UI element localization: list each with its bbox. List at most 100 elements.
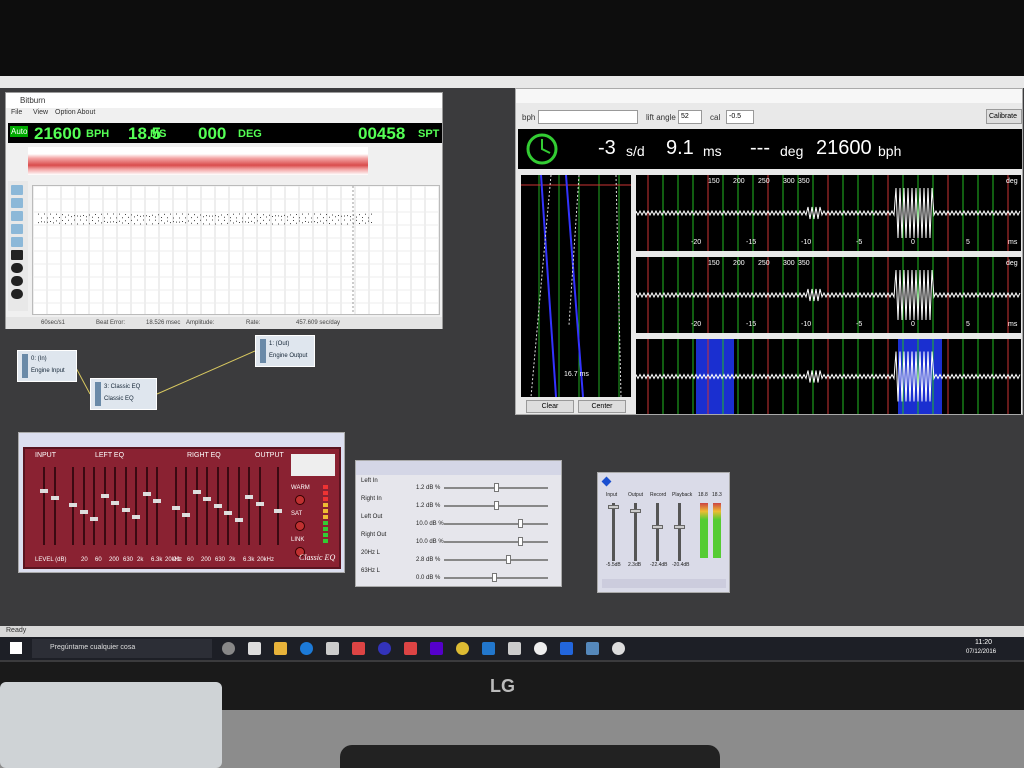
fader-knob[interactable] <box>142 492 151 496</box>
slider-thumb[interactable] <box>518 519 523 528</box>
node-icon <box>95 382 101 406</box>
readout-bar: -3 s/d 9.1 ms --- deg 21600 bph <box>518 129 1022 169</box>
freq-label: 2k <box>229 557 236 563</box>
freq-label: 20kHz <box>257 557 275 563</box>
taskbar-icon[interactable] <box>508 642 521 655</box>
fader-knob[interactable] <box>111 501 119 505</box>
start-button[interactable] <box>10 642 22 654</box>
tool-button[interactable] <box>11 263 23 273</box>
taskbar-icon[interactable] <box>248 642 261 655</box>
menu-item[interactable]: View <box>33 109 49 116</box>
menu-item[interactable]: File <box>11 109 23 116</box>
menu-item[interactable]: Option <box>55 109 76 116</box>
fader-knob[interactable] <box>100 494 109 498</box>
fader-knob[interactable] <box>192 490 201 494</box>
tool-button[interactable] <box>11 237 23 247</box>
taskbar-icon[interactable] <box>456 642 469 655</box>
tool-button[interactable] <box>11 276 23 286</box>
fader-knob[interactable] <box>50 496 59 500</box>
taskbar-icon[interactable] <box>560 642 573 655</box>
taskbar-icon[interactable] <box>378 642 391 655</box>
button[interactable]: Center <box>578 400 626 413</box>
freq-label: 60 <box>95 557 102 563</box>
tool-button[interactable] <box>11 211 23 221</box>
taskbar-icon[interactable] <box>482 642 495 655</box>
menu-item[interactable]: About <box>77 109 96 116</box>
taskbar-icon[interactable] <box>222 642 235 655</box>
trace <box>636 257 1021 333</box>
fader-knob[interactable] <box>90 517 98 521</box>
fader-knob[interactable] <box>69 503 77 507</box>
taskbar-icon[interactable] <box>534 642 547 655</box>
search-box[interactable]: Pregúntame cualquier cosa <box>32 639 212 658</box>
fader-knob[interactable] <box>132 515 140 519</box>
fader-knob[interactable] <box>213 504 222 508</box>
status-text: 457.609 sec/day <box>296 320 341 326</box>
fader-knob[interactable] <box>245 495 253 499</box>
ms-tick: -10 <box>801 321 812 328</box>
taskbar-icon[interactable] <box>300 642 313 655</box>
fader-knob[interactable] <box>652 525 663 529</box>
tool-button[interactable] <box>11 224 23 234</box>
node-label: Engine Output <box>269 353 308 359</box>
graph-node[interactable]: 0: (In) Engine Input <box>17 350 77 382</box>
led <box>323 503 328 507</box>
combo[interactable] <box>538 110 638 124</box>
led <box>323 527 328 531</box>
fader-knob[interactable] <box>79 510 88 514</box>
ms-tick: -15 <box>746 321 757 328</box>
fader-knob[interactable] <box>674 525 685 529</box>
fader-knob[interactable] <box>171 506 180 510</box>
fader-knob[interactable] <box>630 509 641 513</box>
graph-node[interactable]: 1: (Out) Engine Output <box>255 335 315 367</box>
fader-knob[interactable] <box>182 513 190 517</box>
slider-thumb[interactable] <box>494 501 499 510</box>
taskbar-icon[interactable] <box>404 642 417 655</box>
fader-knob[interactable] <box>234 518 243 522</box>
freq-label: 630 <box>215 557 226 563</box>
paper-trace <box>521 175 631 397</box>
fader-knob[interactable] <box>121 508 130 512</box>
taskbar-icon[interactable] <box>612 642 625 655</box>
readout: bph <box>878 143 902 159</box>
label: cal <box>710 113 721 122</box>
eq-panel: INPUT LEFT EQ RIGHT EQ OUTPUT WARM SAT LINK Cla… <box>23 447 341 569</box>
deg-unit: deg <box>1006 260 1018 267</box>
fader-knob[interactable] <box>224 511 232 515</box>
knob[interactable] <box>295 521 305 531</box>
knob[interactable] <box>295 547 305 557</box>
button[interactable]: Calibrate <box>986 109 1022 124</box>
tool-button[interactable] <box>11 289 23 299</box>
button[interactable]: Clear <box>526 400 574 413</box>
trace-dots <box>38 213 372 225</box>
tool-button[interactable] <box>11 185 23 195</box>
slider-thumb[interactable] <box>494 483 499 492</box>
fader-knob[interactable] <box>608 505 619 509</box>
taskbar-icon[interactable] <box>352 642 365 655</box>
taskbar-icon[interactable] <box>326 642 339 655</box>
trace <box>530 175 622 397</box>
fader-knob[interactable] <box>255 502 264 506</box>
taskbar-icon[interactable] <box>586 642 599 655</box>
input[interactable]: 52 <box>678 110 702 124</box>
graph-node[interactable]: 3: Classic EQ Classic EQ <box>90 378 157 410</box>
fader-knob[interactable] <box>40 489 48 493</box>
slider-thumb[interactable] <box>506 555 511 564</box>
freq-label: 200 <box>109 557 120 563</box>
taskbar-icon[interactable] <box>430 642 443 655</box>
slider-thumb[interactable] <box>518 537 523 546</box>
led <box>323 521 328 525</box>
fader-knob[interactable] <box>203 497 211 501</box>
knob[interactable] <box>295 495 305 505</box>
fader-knob[interactable] <box>153 499 161 503</box>
knob-label: SAT <box>291 511 303 517</box>
slider-thumb[interactable] <box>492 573 497 582</box>
input[interactable]: -0.5 <box>726 110 754 124</box>
freq-label: 20 <box>173 557 180 563</box>
taskbar-icon[interactable] <box>274 642 287 655</box>
tool-button[interactable] <box>11 250 23 260</box>
tool-button[interactable] <box>11 198 23 208</box>
ms-tick: -15 <box>746 239 757 246</box>
link <box>74 350 256 395</box>
fader-knob[interactable] <box>274 509 282 513</box>
